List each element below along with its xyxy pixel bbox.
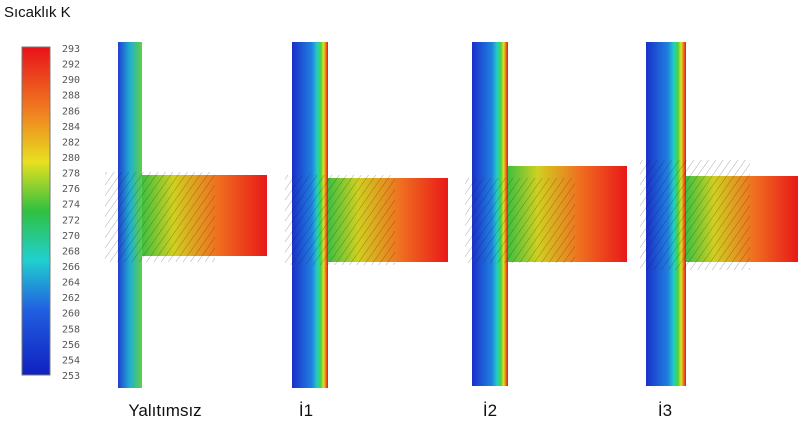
colorbar-label: 262 bbox=[62, 293, 80, 304]
colorbar-label: 286 bbox=[62, 106, 80, 117]
panel-label: İ2 bbox=[483, 401, 497, 420]
colorbar-label: 278 bbox=[62, 169, 80, 180]
colorbar-label: 253 bbox=[62, 371, 80, 382]
colorbar-labels: 293 292 290 288 286 284 282 280 278 276 274 272 270 2… bbox=[62, 44, 80, 382]
colorbar-label: 293 bbox=[62, 44, 80, 55]
colorbar-label: 266 bbox=[62, 262, 80, 273]
panel-label: İ1 bbox=[299, 401, 313, 420]
colorbar-label: 258 bbox=[62, 324, 80, 335]
panel-1 bbox=[105, 42, 267, 388]
flow-vectors bbox=[640, 160, 750, 270]
panel-labels: Yalıtımsız İ1 İ2 İ3 bbox=[128, 401, 672, 420]
colorbar-label: 256 bbox=[62, 340, 80, 351]
panel-4 bbox=[640, 42, 798, 386]
panel-label: Yalıtımsız bbox=[128, 401, 201, 420]
colorbar-label: 276 bbox=[62, 184, 80, 195]
colorbar-label: 284 bbox=[62, 122, 80, 133]
colorbar-label: 270 bbox=[62, 231, 80, 242]
colorbar-label: 268 bbox=[62, 246, 80, 257]
colorbar-label: 272 bbox=[62, 215, 80, 226]
panel-3 bbox=[465, 42, 627, 386]
colorbar-label: 264 bbox=[62, 278, 80, 289]
colorbar bbox=[21, 46, 51, 376]
colorbar-label: 254 bbox=[62, 355, 80, 366]
colorbar-label: 280 bbox=[62, 153, 80, 164]
flow-vectors bbox=[285, 175, 395, 265]
panel-label: İ3 bbox=[658, 401, 672, 420]
flow-vectors bbox=[465, 178, 575, 263]
panel-2 bbox=[285, 42, 448, 388]
colorbar-label: 274 bbox=[62, 200, 80, 211]
colorbar-label: 282 bbox=[62, 137, 80, 148]
colorbar-label: 292 bbox=[62, 60, 80, 71]
colorbar-label: 290 bbox=[62, 75, 80, 86]
title: Sıcaklık K bbox=[4, 4, 71, 21]
colorbar-label: 260 bbox=[62, 309, 80, 320]
colorbar-label: 288 bbox=[62, 91, 80, 102]
flow-vectors bbox=[105, 172, 215, 262]
